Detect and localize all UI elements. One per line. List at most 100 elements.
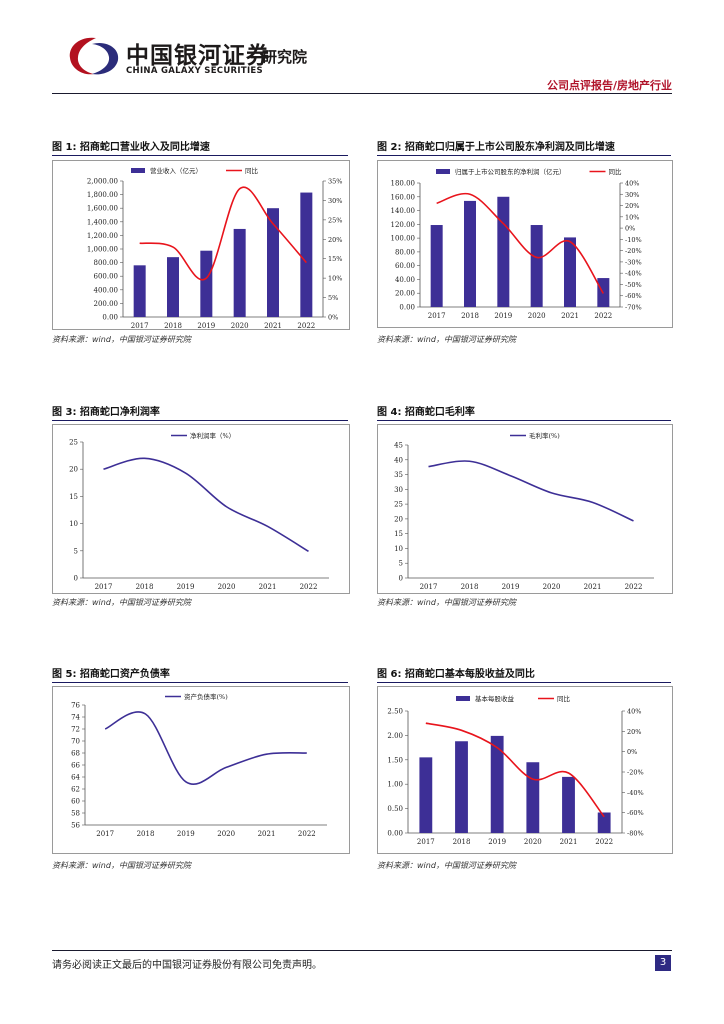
x-tick-label: 2019: [488, 838, 506, 846]
figure-1-rule: [52, 155, 348, 156]
legend-label: 基本每股收益: [475, 694, 515, 703]
legend-swatch-bar: [436, 169, 450, 174]
figure-4-title: 图 4: 招商蛇口毛利率: [377, 407, 475, 418]
figure-6-title: 图 6: 招商蛇口基本每股收益及同比: [377, 669, 535, 680]
legend-label: 同比: [609, 167, 623, 176]
bar: [530, 225, 543, 307]
right-tick-label: 10%: [625, 213, 639, 221]
left-tick-label: 0.50: [387, 805, 403, 813]
left-tick-label: 20.00: [395, 290, 415, 298]
bar: [464, 200, 476, 307]
legend-swatch-bar: [131, 168, 145, 173]
x-tick-label: 2022: [625, 583, 643, 591]
left-tick-label: 72: [71, 726, 80, 734]
x-tick-label: 2020: [528, 312, 546, 320]
right-tick-label: 20%: [328, 236, 342, 244]
legend-label: 毛利率(%): [529, 431, 560, 440]
bar: [430, 225, 443, 307]
x-tick-label: 2017: [417, 838, 435, 846]
bar: [133, 265, 146, 317]
x-tick-label: 2017: [96, 830, 114, 838]
right-tick-label: 0%: [625, 225, 635, 233]
left-tick-label: 1,600.00: [87, 205, 118, 213]
right-tick-label: 40%: [627, 708, 641, 716]
left-tick-label: 25: [394, 501, 403, 509]
institute-name: 研究院: [262, 48, 308, 66]
left-tick-label: 68: [71, 750, 80, 758]
bar: [526, 762, 540, 833]
figure-2-chart: 0.00 20.00 40.00 60.00 80.00 100.00 120.00 140.…: [377, 160, 673, 328]
left-tick-label: 600.00: [94, 273, 119, 281]
x-tick-label: 2020: [231, 322, 249, 329]
x-tick-label: 2017: [131, 322, 149, 329]
x-tick-label: 2019: [177, 583, 195, 591]
x-tick-label: 2018: [461, 583, 479, 591]
left-tick-label: 400.00: [94, 286, 119, 294]
series-line: [104, 711, 307, 785]
left-tick-label: 5: [399, 560, 403, 568]
bar: [419, 757, 433, 833]
x-tick-label: 2018: [453, 838, 471, 846]
right-tick-label: -30%: [625, 258, 642, 266]
x-tick-label: 2021: [561, 312, 579, 320]
right-tick-label: -40%: [625, 270, 642, 278]
left-tick-label: 1,000.00: [87, 246, 118, 254]
right-tick-label: 20%: [627, 728, 641, 736]
left-tick-label: 1,400.00: [87, 218, 118, 226]
figure-5-source: 资料来源：wind，中国银河证券研究院: [52, 861, 191, 870]
x-tick-label: 2019: [197, 322, 215, 329]
figure-4-svg: 0 5 10 15 20 25 30 35 40 45 2017 2018 2019 2020 2021 20…: [394, 431, 654, 591]
right-tick-label: 25%: [328, 216, 342, 224]
right-tick-label: -80%: [627, 830, 644, 838]
x-tick-label: 2018: [164, 322, 182, 329]
left-tick-label: 20: [394, 515, 403, 523]
left-tick-label: 45: [394, 442, 403, 450]
x-tick-label: 2022: [594, 312, 612, 320]
figure-2-source: 资料来源：wind，中国银河证券研究院: [377, 335, 516, 344]
left-tick-label: 25: [69, 439, 78, 447]
series-line: [425, 722, 605, 818]
figure-5-title: 图 5: 招商蛇口资产负债率: [52, 669, 170, 680]
left-tick-label: 15: [69, 493, 78, 501]
x-tick-label: 2021: [560, 838, 578, 846]
right-tick-label: -20%: [627, 769, 644, 777]
left-tick-label: 1.50: [387, 756, 403, 764]
left-tick-label: 180.00: [391, 180, 416, 188]
x-tick-label: 2022: [298, 830, 316, 838]
company-name-en: CHINA GALAXY SECURITIES: [126, 66, 263, 76]
x-tick-label: 2017: [428, 312, 446, 320]
bar: [497, 196, 510, 307]
left-tick-label: 70: [71, 738, 80, 746]
left-tick-label: 64: [71, 774, 80, 782]
x-tick-label: 2021: [258, 830, 276, 838]
x-tick-label: 2020: [524, 838, 542, 846]
left-tick-label: 40.00: [395, 276, 415, 284]
left-tick-label: 0.00: [102, 314, 118, 322]
left-tick-label: 0: [399, 575, 403, 583]
legend-label: 归属于上市公司股东的净利润（亿元）: [455, 167, 566, 176]
footer-divider: [52, 950, 672, 951]
header-divider: [52, 93, 672, 94]
left-tick-label: 120.00: [391, 221, 416, 229]
left-tick-label: 20: [69, 466, 78, 474]
figure-3-source: 资料来源：wind，中国银河证券研究院: [52, 598, 191, 607]
left-tick-label: 56: [71, 822, 80, 830]
bar: [267, 208, 279, 317]
left-tick-label: 60.00: [395, 262, 415, 270]
x-tick-label: 2021: [259, 583, 277, 591]
left-tick-label: 58: [71, 810, 80, 818]
legend-label: 同比: [557, 694, 571, 703]
right-tick-label: 30%: [328, 197, 342, 205]
figure-1-source: 资料来源：wind，中国银河证券研究院: [52, 335, 191, 344]
left-tick-label: 60: [71, 798, 80, 806]
bar: [300, 192, 313, 317]
figure-3-rule: [52, 420, 348, 421]
bar: [455, 741, 468, 833]
right-tick-label: -40%: [627, 789, 644, 797]
left-tick-label: 10: [69, 520, 78, 528]
figure-6-svg: 0.00 0.50 1.00 1.50 2.00 2.50 -80% -60% -40% -20%…: [387, 694, 644, 846]
footer-disclaimer: 请务必阅读正文最后的中国银河证券股份有限公司免责声明。: [52, 960, 322, 971]
x-tick-label: 2020: [217, 830, 235, 838]
x-tick-label: 2022: [595, 838, 613, 846]
left-tick-label: 80.00: [395, 248, 415, 256]
